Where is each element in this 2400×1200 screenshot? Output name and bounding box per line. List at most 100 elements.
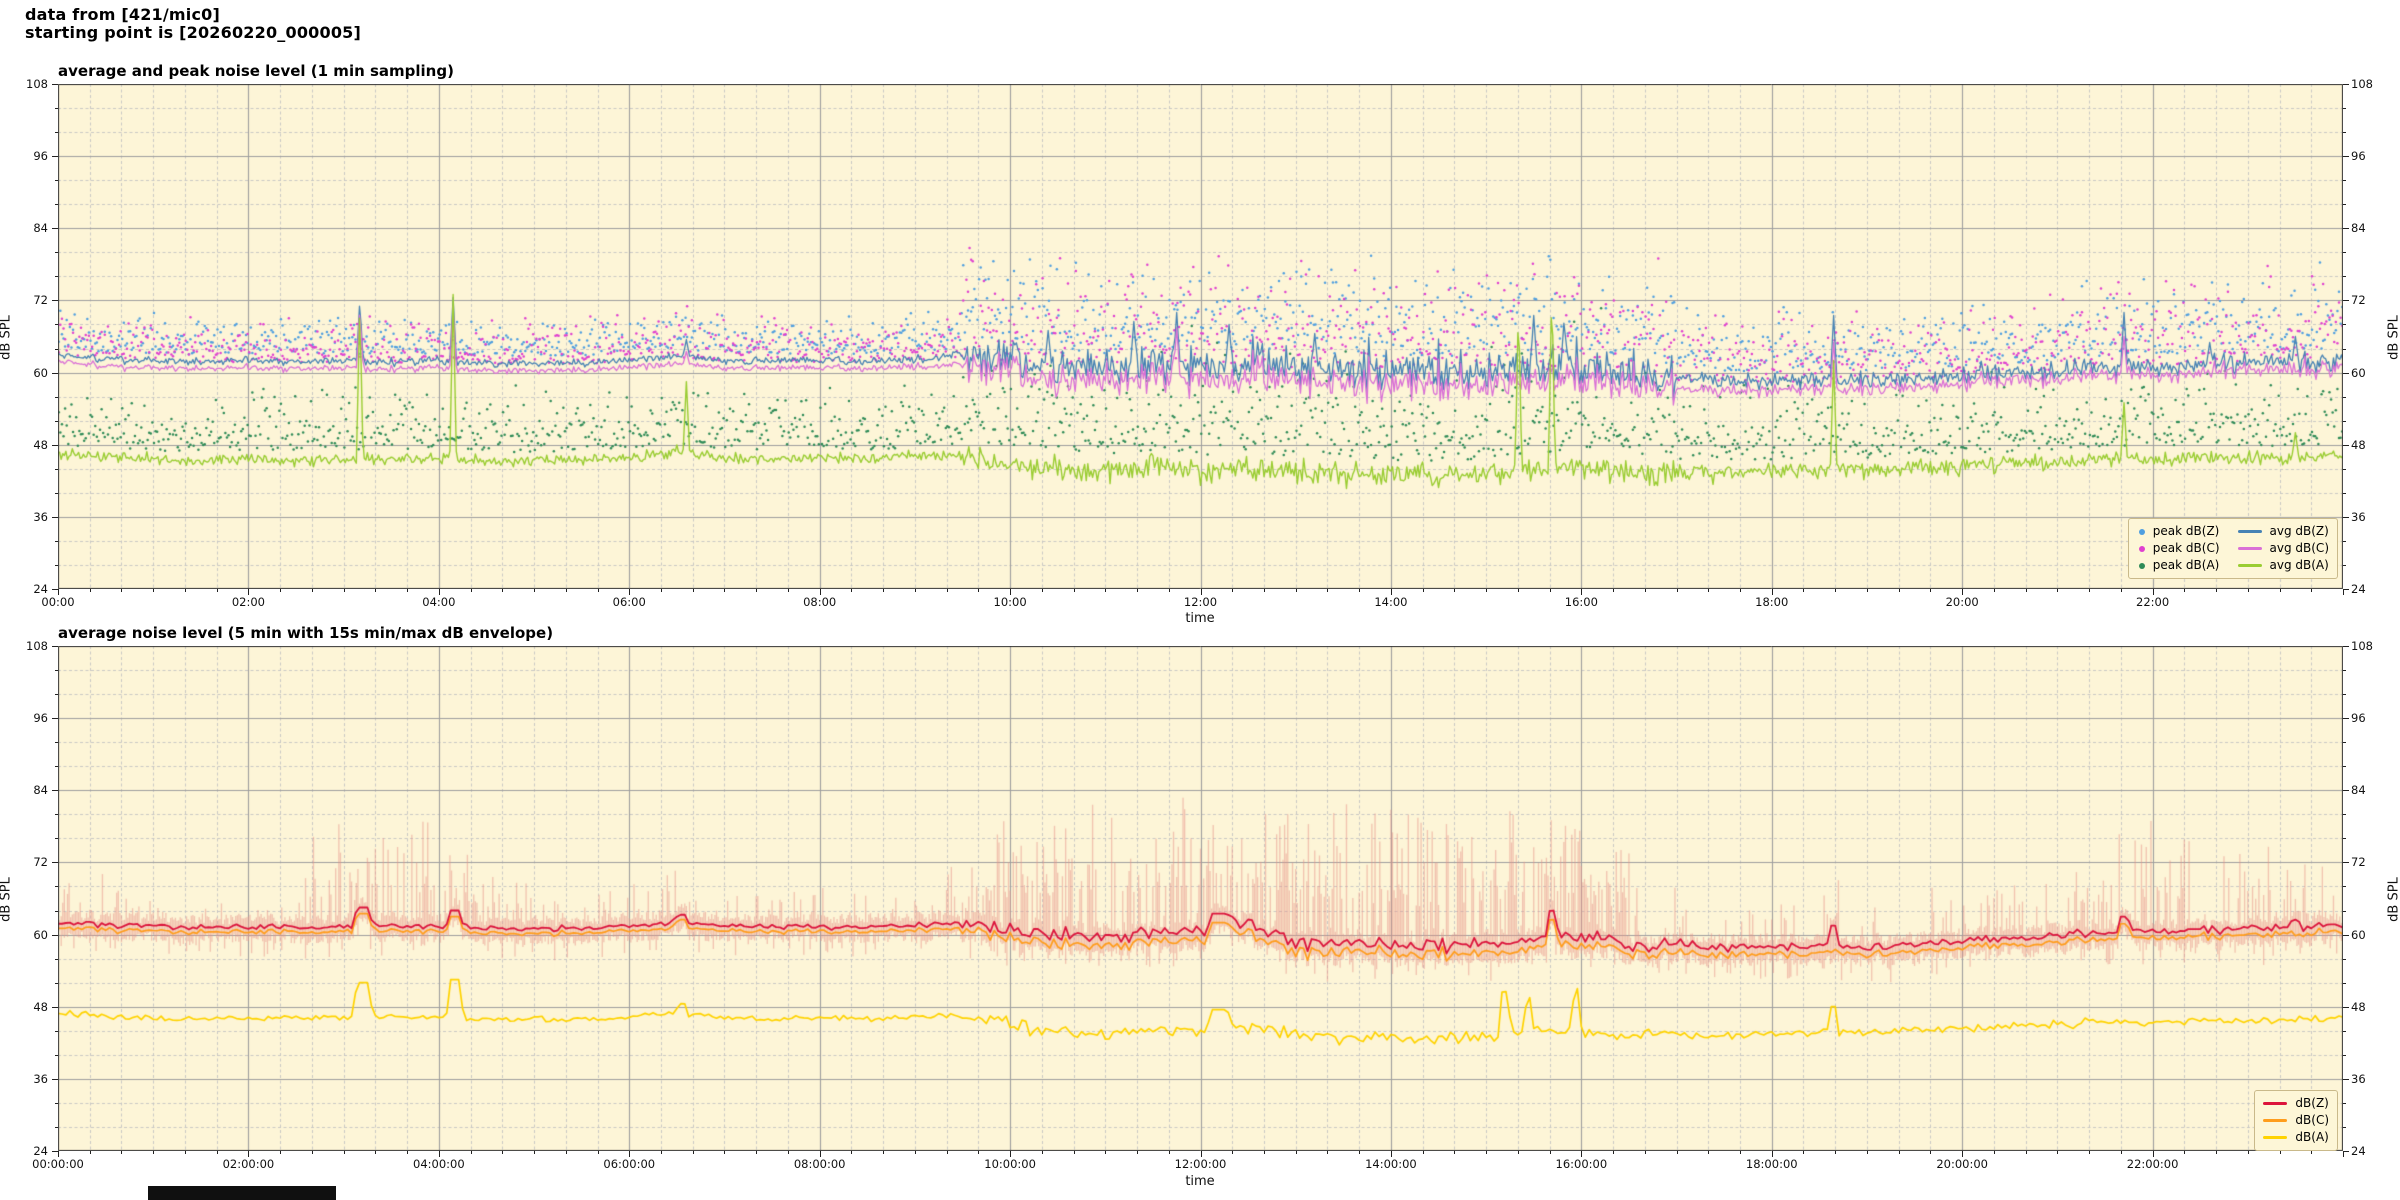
chart2-ytick-mark-left xyxy=(55,1102,58,1104)
chart2-ylabel-left: dB SPL xyxy=(0,877,14,922)
chart1-legend-avg-entry: avg dB(Z) xyxy=(2237,523,2329,540)
chart2-xtick-mark xyxy=(502,1151,504,1154)
chart1-xtick-mark xyxy=(1073,589,1075,592)
chart1-ytick-mark-left xyxy=(55,492,58,494)
chart1-xtick-mark xyxy=(565,589,567,592)
chart2-ytick-right: 72 xyxy=(2351,855,2366,870)
chart2-ytick-mark-right xyxy=(2343,766,2346,768)
chart1-legend-avg-entry: avg dB(C) xyxy=(2237,540,2329,557)
chart1-ylabel-left: dB SPL xyxy=(0,315,14,360)
chart1-xtick-mark xyxy=(153,589,155,592)
chart2-xtick-mark xyxy=(2247,1151,2249,1154)
chart1-xtick-mark xyxy=(58,589,59,595)
chart2-xtick-mark xyxy=(311,1151,313,1154)
chart1-xtick-mark xyxy=(2311,589,2313,592)
chart1-ytick-mark-right xyxy=(2343,180,2346,182)
chart1-legend-peak-entry: peak dB(A) xyxy=(2137,557,2220,574)
chart1-ytick-mark-right xyxy=(2343,372,2349,374)
chart2-xtick-mark xyxy=(1930,1151,1932,1154)
chart1-xtick: 16:00 xyxy=(1564,595,1598,609)
chart1-ytick-mark-left xyxy=(55,564,58,566)
legend-label: peak dB(A) xyxy=(2152,558,2220,572)
chart1-xtick-mark xyxy=(407,589,409,592)
chart1-xtick-mark xyxy=(1200,589,1202,595)
chart1-ytick-mark-left xyxy=(55,108,58,110)
chart2-xtick-mark xyxy=(438,1151,440,1157)
chart2-xtick-mark xyxy=(692,1151,694,1154)
chart2-xtick-mark xyxy=(2184,1151,2186,1154)
chart2-ytick-mark-right xyxy=(2343,862,2349,864)
chart2-ytick-right: 96 xyxy=(2351,711,2366,726)
chart1-ytick-mark-left xyxy=(55,132,58,134)
chart2-ytick-left: 108 xyxy=(26,639,48,653)
chart1-ytick-mark-right xyxy=(2343,444,2349,446)
chart2-xtick-mark xyxy=(407,1151,409,1154)
chart2-ytick-left: 96 xyxy=(33,711,48,726)
chart2-xtick-mark xyxy=(1898,1151,1900,1154)
chart1-ytick-right: 108 xyxy=(2351,77,2373,91)
chart2-ytick-mark-right xyxy=(2343,910,2346,912)
chart2-xtick-mark xyxy=(724,1151,726,1154)
chart1-xtick-mark xyxy=(2343,589,2344,595)
chart2-xtick-mark xyxy=(946,1151,948,1154)
chart1-ytick-left: 24 xyxy=(33,582,48,596)
chart1-xtick-mark xyxy=(2247,589,2249,592)
chart1-xtick-mark xyxy=(2184,589,2186,592)
chart2-xtick-mark xyxy=(1454,1151,1456,1154)
legend-dot-marker xyxy=(2138,528,2145,535)
chart2-xtick-mark xyxy=(1263,1151,1265,1154)
chart1-xtick: 06:00 xyxy=(612,595,646,609)
chart2-xtick-mark xyxy=(1613,1151,1615,1154)
legend-dot-marker xyxy=(2138,545,2145,552)
chart2-ytick-mark-left xyxy=(55,1126,58,1128)
chart1-ytick-right: 60 xyxy=(2351,365,2366,380)
chart1-xtick-mark xyxy=(1613,589,1615,592)
chart1-ytick-mark-left xyxy=(55,396,58,398)
chart2-xtick-mark xyxy=(153,1151,155,1154)
chart2-legend-entry: dB(A) xyxy=(2263,1129,2329,1146)
header-data-source: data from [421/mic0] xyxy=(25,5,220,24)
chart2-xtick-mark xyxy=(1803,1151,1805,1154)
chart1-xtick-mark xyxy=(89,589,91,592)
chart1-ytick-mark-left xyxy=(52,372,58,374)
chart1-legend-peak-entry: peak dB(Z) xyxy=(2137,523,2220,540)
chart1-xtick-mark xyxy=(1835,589,1837,592)
chart1-xtick: 14:00 xyxy=(1374,595,1408,609)
chart2-title: average noise level (5 min with 15s min/… xyxy=(58,624,554,642)
chart1-ytick-mark-left xyxy=(55,468,58,470)
chart2-xtick-mark xyxy=(1517,1151,1519,1154)
chart1-xtick-mark xyxy=(1549,589,1551,592)
legend-label: dB(C) xyxy=(2295,1113,2329,1127)
chart2-xtick-mark xyxy=(2057,1151,2059,1154)
chart1-ytick-left: 60 xyxy=(33,365,48,380)
chart1-xtick-mark xyxy=(1137,589,1139,592)
chart2-xtick-mark xyxy=(1962,1151,1964,1157)
chart2-xtick-mark xyxy=(660,1151,662,1154)
chart2-xtick-mark xyxy=(534,1151,536,1154)
chart2-xtick-mark xyxy=(1041,1151,1043,1154)
chart2-xtick: 22:00:00 xyxy=(2126,1157,2179,1171)
chart2-xtick-mark xyxy=(1771,1151,1773,1157)
chart2-ytick-mark-left xyxy=(52,646,58,647)
chart1-xtick-mark xyxy=(216,589,218,592)
chart1-xtick-mark xyxy=(280,589,282,592)
chart2-ytick-right: 36 xyxy=(2351,1071,2366,1086)
chart2-xtick-mark xyxy=(1422,1151,1424,1154)
chart1-xtick-mark xyxy=(2152,589,2154,595)
chart2-xtick-mark xyxy=(1295,1151,1297,1154)
chart1-xtick-mark xyxy=(1105,589,1107,592)
legend-line-swatch xyxy=(2237,530,2262,533)
chart2-ytick-right: 60 xyxy=(2351,927,2366,942)
chart1-xtick-mark xyxy=(1517,589,1519,592)
chart2-xtick-mark xyxy=(89,1151,91,1154)
chart1-legend-avg-entry: avg dB(A) xyxy=(2237,557,2329,574)
chart2-xtick-mark xyxy=(216,1151,218,1154)
legend-label: dB(A) xyxy=(2295,1130,2329,1144)
chart1-ylabel-right: dB SPL xyxy=(2386,315,2400,360)
chart2-xtick: 12:00:00 xyxy=(1174,1157,1227,1171)
chart1-xtick-mark xyxy=(1327,589,1329,592)
chart1-xtick-mark xyxy=(1295,589,1297,592)
chart1-xtick-mark xyxy=(1993,589,1995,592)
chart1-xtick-mark xyxy=(1771,589,1773,595)
chart2-ytick-mark-left xyxy=(55,694,58,696)
